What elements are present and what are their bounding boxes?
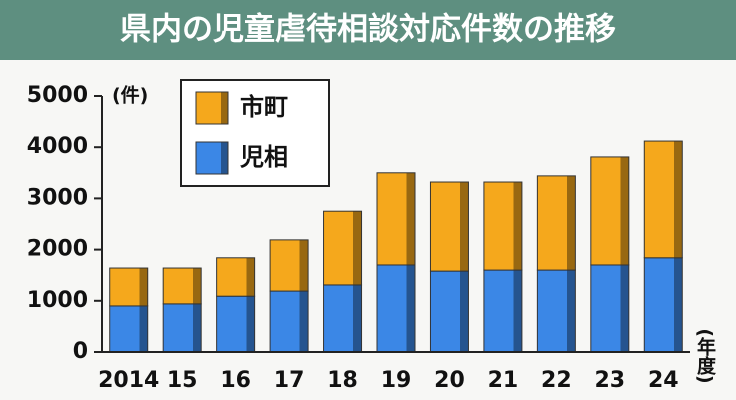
x-tick-label: 15 xyxy=(167,368,198,393)
legend-swatch xyxy=(195,91,229,125)
bar-segment xyxy=(590,264,630,353)
bar-segment xyxy=(536,269,576,353)
x-tick-label: 17 xyxy=(274,368,305,393)
chart-title: 県内の児童虐待相談対応件数の推移 xyxy=(120,12,616,48)
y-tick-label: 0 xyxy=(73,339,88,364)
x-axis-label: (年度) xyxy=(694,328,716,383)
bar-segment xyxy=(429,270,469,353)
bar-segment xyxy=(216,257,256,297)
bar-segment xyxy=(643,140,683,259)
y-tick-label: 1000 xyxy=(27,288,88,313)
x-tick-label: 20 xyxy=(434,368,465,393)
bar-segment xyxy=(162,303,202,353)
bar-segment xyxy=(643,257,683,353)
bar-segment xyxy=(216,295,256,353)
x-tick-label: 22 xyxy=(541,368,572,393)
bar-segment xyxy=(376,264,416,353)
bar-segment xyxy=(429,181,469,272)
x-tick-label: 2014 xyxy=(98,368,159,393)
x-tick-label: 23 xyxy=(595,368,626,393)
bar-segment xyxy=(162,267,202,305)
x-tick-label: 19 xyxy=(381,368,412,393)
bar-segment xyxy=(269,290,309,353)
legend-label: 市町 xyxy=(240,93,288,121)
bar-segment xyxy=(323,210,363,286)
bar-segment xyxy=(376,172,416,266)
x-tick-label: 16 xyxy=(220,368,251,393)
x-tick-label: 21 xyxy=(488,368,519,393)
bar-segment xyxy=(109,267,149,307)
y-tick-label: 3000 xyxy=(27,185,88,210)
bar-segment xyxy=(109,305,149,353)
bar-segment xyxy=(483,181,523,271)
legend-swatch xyxy=(195,141,229,175)
bar-segment xyxy=(269,239,309,292)
y-tick-label: 5000 xyxy=(27,83,88,108)
x-tick-label: 18 xyxy=(327,368,358,393)
x-tick-label: 24 xyxy=(648,368,679,393)
bar-segment xyxy=(536,175,576,271)
y-tick-label: 2000 xyxy=(27,237,88,262)
legend-label: 児相 xyxy=(240,143,288,171)
bar-segment xyxy=(483,269,523,353)
title-bar xyxy=(0,0,736,60)
y-tick-label: 4000 xyxy=(27,134,88,159)
y-axis-label: (件) xyxy=(112,84,148,107)
bar-segment xyxy=(323,284,363,353)
bar-segment xyxy=(590,156,630,266)
